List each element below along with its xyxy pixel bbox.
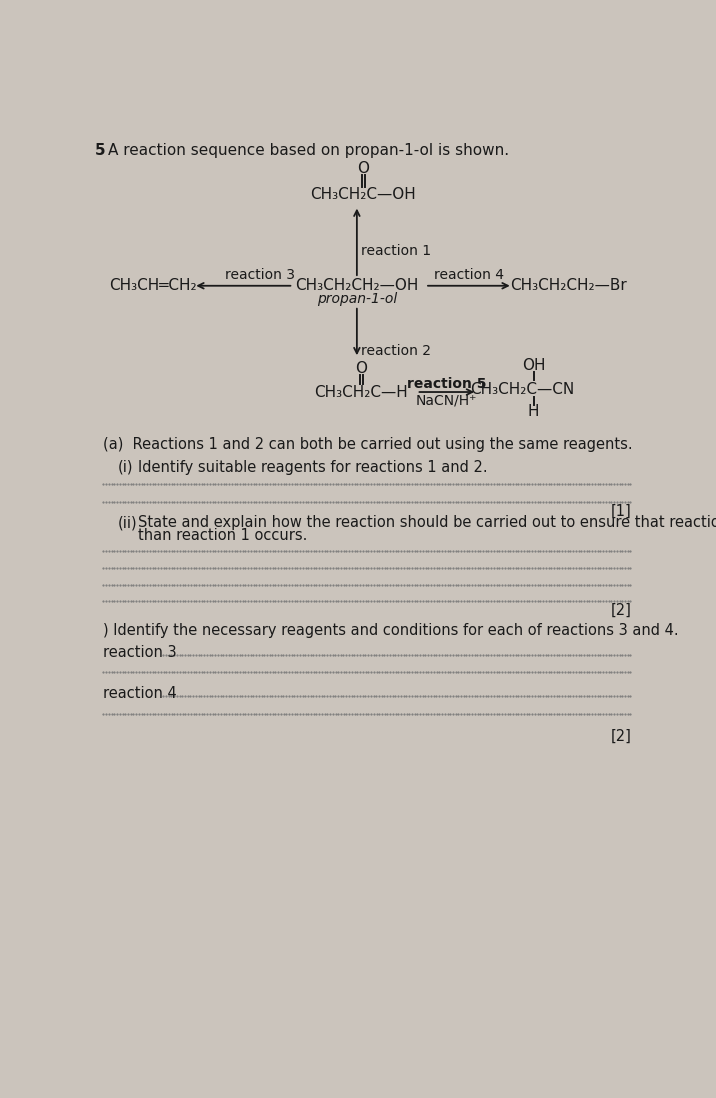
Text: O: O: [354, 361, 367, 377]
Text: NaCN/H⁺: NaCN/H⁺: [416, 393, 478, 407]
Text: reaction 4: reaction 4: [434, 268, 504, 282]
Text: [1]: [1]: [611, 504, 632, 518]
Text: CH₃CH₂C—CN: CH₃CH₂C—CN: [470, 382, 574, 397]
Text: A reaction sequence based on propan-1-ol is shown.: A reaction sequence based on propan-1-ol…: [108, 143, 509, 157]
Text: reaction 5: reaction 5: [407, 377, 487, 391]
Text: CH₃CH₂C—H: CH₃CH₂C—H: [314, 384, 407, 400]
Text: [2]: [2]: [611, 729, 632, 744]
Text: propan-1-ol: propan-1-ol: [316, 292, 397, 306]
Text: CH₃CH₂C—OH: CH₃CH₂C—OH: [310, 188, 416, 202]
Text: CH₃CH₂CH₂—Br: CH₃CH₂CH₂—Br: [510, 278, 626, 293]
Text: OH: OH: [522, 358, 546, 372]
Text: reaction 2: reaction 2: [361, 344, 431, 358]
Text: CH₃CH₂CH₂—OH: CH₃CH₂CH₂—OH: [295, 278, 419, 293]
Text: reaction 1: reaction 1: [361, 244, 431, 258]
Text: than reaction 1 occurs.: than reaction 1 occurs.: [137, 528, 307, 544]
Text: O: O: [357, 161, 369, 176]
Text: reaction 3: reaction 3: [225, 268, 295, 282]
Text: (a)  Reactions 1 and 2 can both be carried out using the same reagents.: (a) Reactions 1 and 2 can both be carrie…: [103, 437, 633, 451]
Text: H: H: [528, 404, 539, 418]
Text: State and explain how the reaction should be carried out to ensure that reaction: State and explain how the reaction shoul…: [137, 515, 716, 530]
Text: (ii): (ii): [117, 515, 137, 530]
Text: [2]: [2]: [611, 603, 632, 618]
Text: CH₃CH═CH₂: CH₃CH═CH₂: [110, 278, 197, 293]
Text: (i): (i): [117, 460, 133, 474]
Text: Identify suitable reagents for reactions 1 and 2.: Identify suitable reagents for reactions…: [137, 460, 487, 474]
Text: 5: 5: [95, 143, 105, 157]
Text: ) Identify the necessary reagents and conditions for each of reactions 3 and 4.: ) Identify the necessary reagents and co…: [103, 623, 679, 638]
Text: reaction 4: reaction 4: [103, 686, 177, 702]
Text: reaction 3: reaction 3: [103, 645, 177, 660]
